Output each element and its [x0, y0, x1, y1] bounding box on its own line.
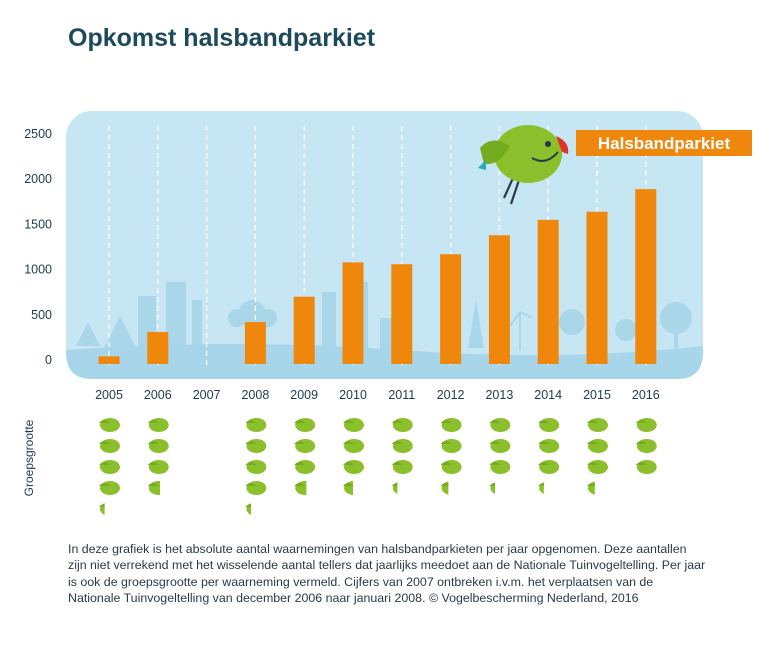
x-tick-label: 2010 — [339, 388, 367, 402]
x-tick-label: 2011 — [388, 388, 415, 402]
bird-icon — [99, 418, 120, 432]
bird-icon — [245, 418, 267, 432]
bird-icon — [587, 481, 595, 495]
bird-icon — [538, 482, 544, 494]
parakeet-icon — [478, 125, 569, 205]
ground-decoration — [66, 344, 703, 379]
y-tick-label: 1000 — [24, 263, 52, 277]
y-tick-label: 0 — [45, 353, 52, 367]
bird-icon — [343, 418, 364, 432]
bird-icon — [587, 439, 608, 453]
x-tick-label: 2006 — [144, 388, 172, 402]
bird-icon — [391, 418, 413, 432]
x-tick-label: 2012 — [437, 388, 465, 402]
bird-icon — [147, 418, 169, 432]
bird-icon — [294, 418, 316, 432]
bird-icon — [294, 460, 316, 474]
bird-icon — [587, 418, 608, 432]
bird-icon — [294, 439, 316, 453]
bar-2010 — [342, 262, 364, 364]
x-tick-label: 2007 — [193, 388, 221, 402]
bird-icon — [245, 503, 251, 515]
bird-icon — [245, 439, 267, 453]
bird-icon — [538, 439, 560, 453]
x-axis: 2005 2006 2007 2008 2009 2010 2011 2012 2013 2014… — [95, 388, 660, 402]
bird-icon — [587, 460, 608, 474]
y-tick-label: 2500 — [24, 127, 52, 141]
bar-2006 — [147, 331, 169, 364]
bar-2016 — [635, 189, 657, 364]
bar-2008 — [244, 322, 266, 364]
bar-2012 — [440, 254, 462, 364]
bird-icon — [343, 481, 353, 495]
bird-icon — [489, 482, 495, 494]
bird-icon — [538, 418, 560, 432]
bar-2015 — [586, 211, 608, 364]
x-tick-label: 2005 — [95, 388, 123, 402]
x-tick-label: 2013 — [485, 388, 513, 402]
bird-icon — [99, 481, 120, 495]
bird-icon — [147, 481, 161, 495]
bird-icon — [635, 418, 657, 432]
legend-label: Halsbandparkiet — [598, 134, 731, 153]
bird-icon — [489, 418, 511, 432]
bird-icon — [147, 439, 169, 453]
bird-icon — [635, 460, 657, 474]
bar-2014 — [537, 219, 559, 364]
bird-icon — [440, 439, 462, 453]
chart-title: Opkomst halsbandparkiet — [68, 24, 376, 52]
bird-icon — [343, 460, 364, 474]
x-tick-label: 2008 — [241, 388, 269, 402]
bar-2009 — [293, 296, 315, 364]
bird-icon — [635, 439, 657, 453]
bars — [98, 189, 657, 364]
bird-icon — [538, 460, 560, 474]
bird-icon — [391, 439, 413, 453]
group-size-label: Groepsgrootte — [22, 419, 36, 497]
legend-box — [576, 130, 752, 156]
bar-2005 — [98, 356, 120, 364]
x-tick-label: 2014 — [534, 388, 562, 402]
bird-icon — [99, 460, 120, 474]
bird-icon — [440, 418, 462, 432]
bird-icon — [294, 481, 307, 495]
bird-icon — [245, 481, 267, 495]
bar-2011 — [391, 264, 413, 364]
bird-icon — [440, 460, 462, 474]
y-tick-label: 1500 — [24, 217, 52, 231]
caption: In deze grafiek is het absolute aantal w… — [68, 542, 706, 606]
x-tick-label: 2015 — [583, 388, 611, 402]
x-tick-label: 2016 — [632, 388, 660, 402]
bird-icon — [343, 439, 364, 453]
bar-2013 — [488, 235, 510, 364]
bird-icon — [489, 460, 511, 474]
x-tick-label: 2009 — [290, 388, 318, 402]
y-tick-label: 2000 — [24, 172, 52, 186]
bird-icon — [99, 439, 120, 453]
bird-icon — [489, 439, 511, 453]
group-size-icons — [99, 418, 657, 515]
bird-icon — [391, 482, 398, 494]
bird-icon — [440, 481, 449, 495]
y-tick-label: 500 — [31, 308, 52, 322]
bird-icon — [391, 460, 413, 474]
bird-icon — [245, 460, 267, 474]
bird-icon — [147, 460, 169, 474]
y-axis: 0 500 1000 1500 2000 2500 — [24, 127, 52, 367]
bird-icon — [99, 503, 105, 515]
